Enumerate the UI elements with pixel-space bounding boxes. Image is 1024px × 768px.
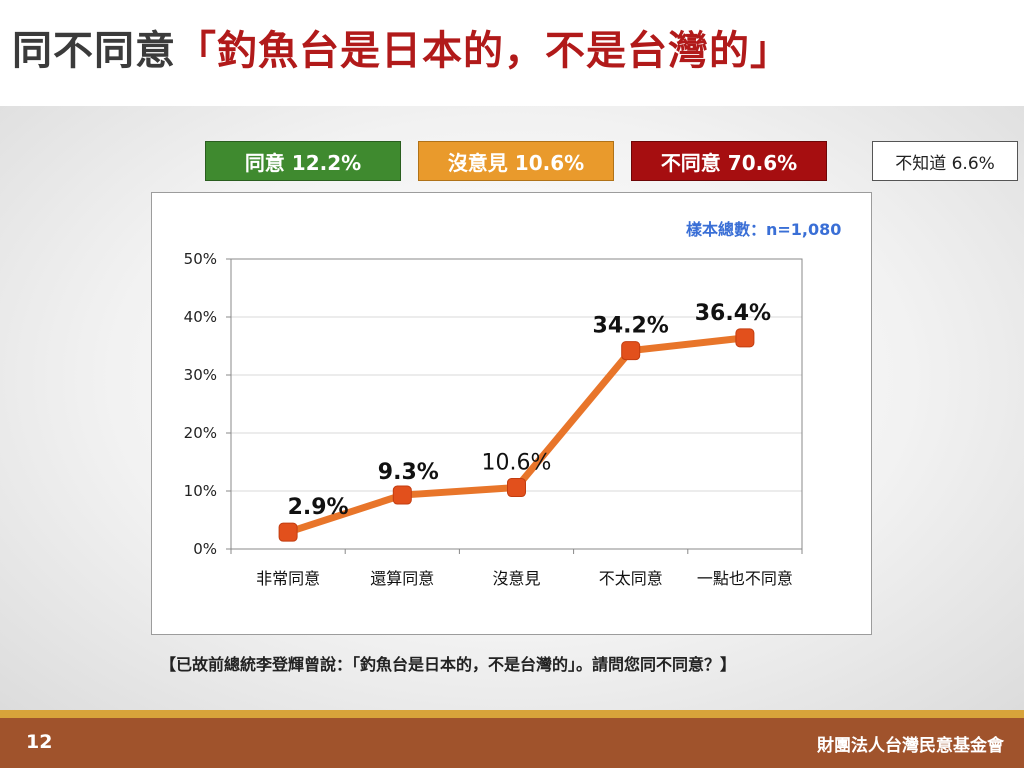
page-number: 12	[26, 731, 53, 753]
x-tick-label: 不太同意	[599, 569, 663, 588]
series-line	[284, 334, 749, 536]
data-label: 10.6%	[482, 451, 552, 476]
chart-panel	[151, 192, 872, 635]
legend-no-opinion: 沒意見 10.6%	[418, 141, 614, 181]
title-prefix: 同不同意	[12, 28, 176, 74]
data-label: 34.2%	[593, 314, 669, 339]
title-quote: 「釣魚台是日本的，不是台灣的」	[176, 28, 791, 74]
y-tick-label: 20%	[184, 424, 217, 442]
legend-disagree: 不同意 70.6%	[631, 141, 827, 181]
legend-agree: 同意 12.2%	[205, 141, 401, 181]
data-point	[392, 485, 412, 505]
survey-question: 【已故前總統李登輝曾說：「釣魚台是日本的，不是台灣的」。請問您同不同意？】	[160, 655, 737, 674]
data-point	[278, 522, 298, 542]
data-point	[507, 478, 526, 498]
y-tick-label: 10%	[184, 482, 217, 500]
slide-title: 同不同意「釣魚台是日本的，不是台灣的」	[12, 18, 791, 76]
y-tick-label: 30%	[184, 366, 217, 384]
data-labels: 2.9% 9.3% 10.6% 34.2% 36.4%	[288, 301, 771, 520]
y-tick-label: 50%	[184, 250, 217, 268]
data-markers	[278, 328, 755, 542]
data-point	[621, 341, 641, 361]
data-point	[735, 328, 755, 348]
legend-dont-know: 不知道 6.6%	[872, 141, 1018, 181]
axes: 0% 10% 20% 30% 40% 50% 非常同意 還算同意 沒意見 不太同意 一點也不同意	[184, 250, 803, 588]
x-tick-label: 還算同意	[370, 569, 434, 588]
y-tick-label: 0%	[193, 540, 217, 558]
title-bar: 同不同意「釣魚台是日本的，不是台灣的」	[0, 0, 1024, 106]
x-tick-label: 非常同意	[256, 569, 320, 588]
x-tick-label: 一點也不同意	[697, 569, 793, 588]
data-label: 9.3%	[378, 460, 439, 485]
footer-accent-line	[0, 710, 1024, 718]
x-tick-label: 沒意見	[492, 569, 540, 588]
y-tick-label: 40%	[184, 308, 217, 326]
data-label: 2.9%	[288, 495, 349, 520]
plot-frame	[230, 258, 803, 550]
data-label: 36.4%	[695, 301, 771, 326]
sample-size: 樣本總數：n=1,080	[686, 220, 842, 239]
organization-name: 財團法人台灣民意基金會	[817, 736, 1004, 756]
footer-bar	[0, 718, 1024, 768]
series-line-path	[284, 334, 749, 536]
